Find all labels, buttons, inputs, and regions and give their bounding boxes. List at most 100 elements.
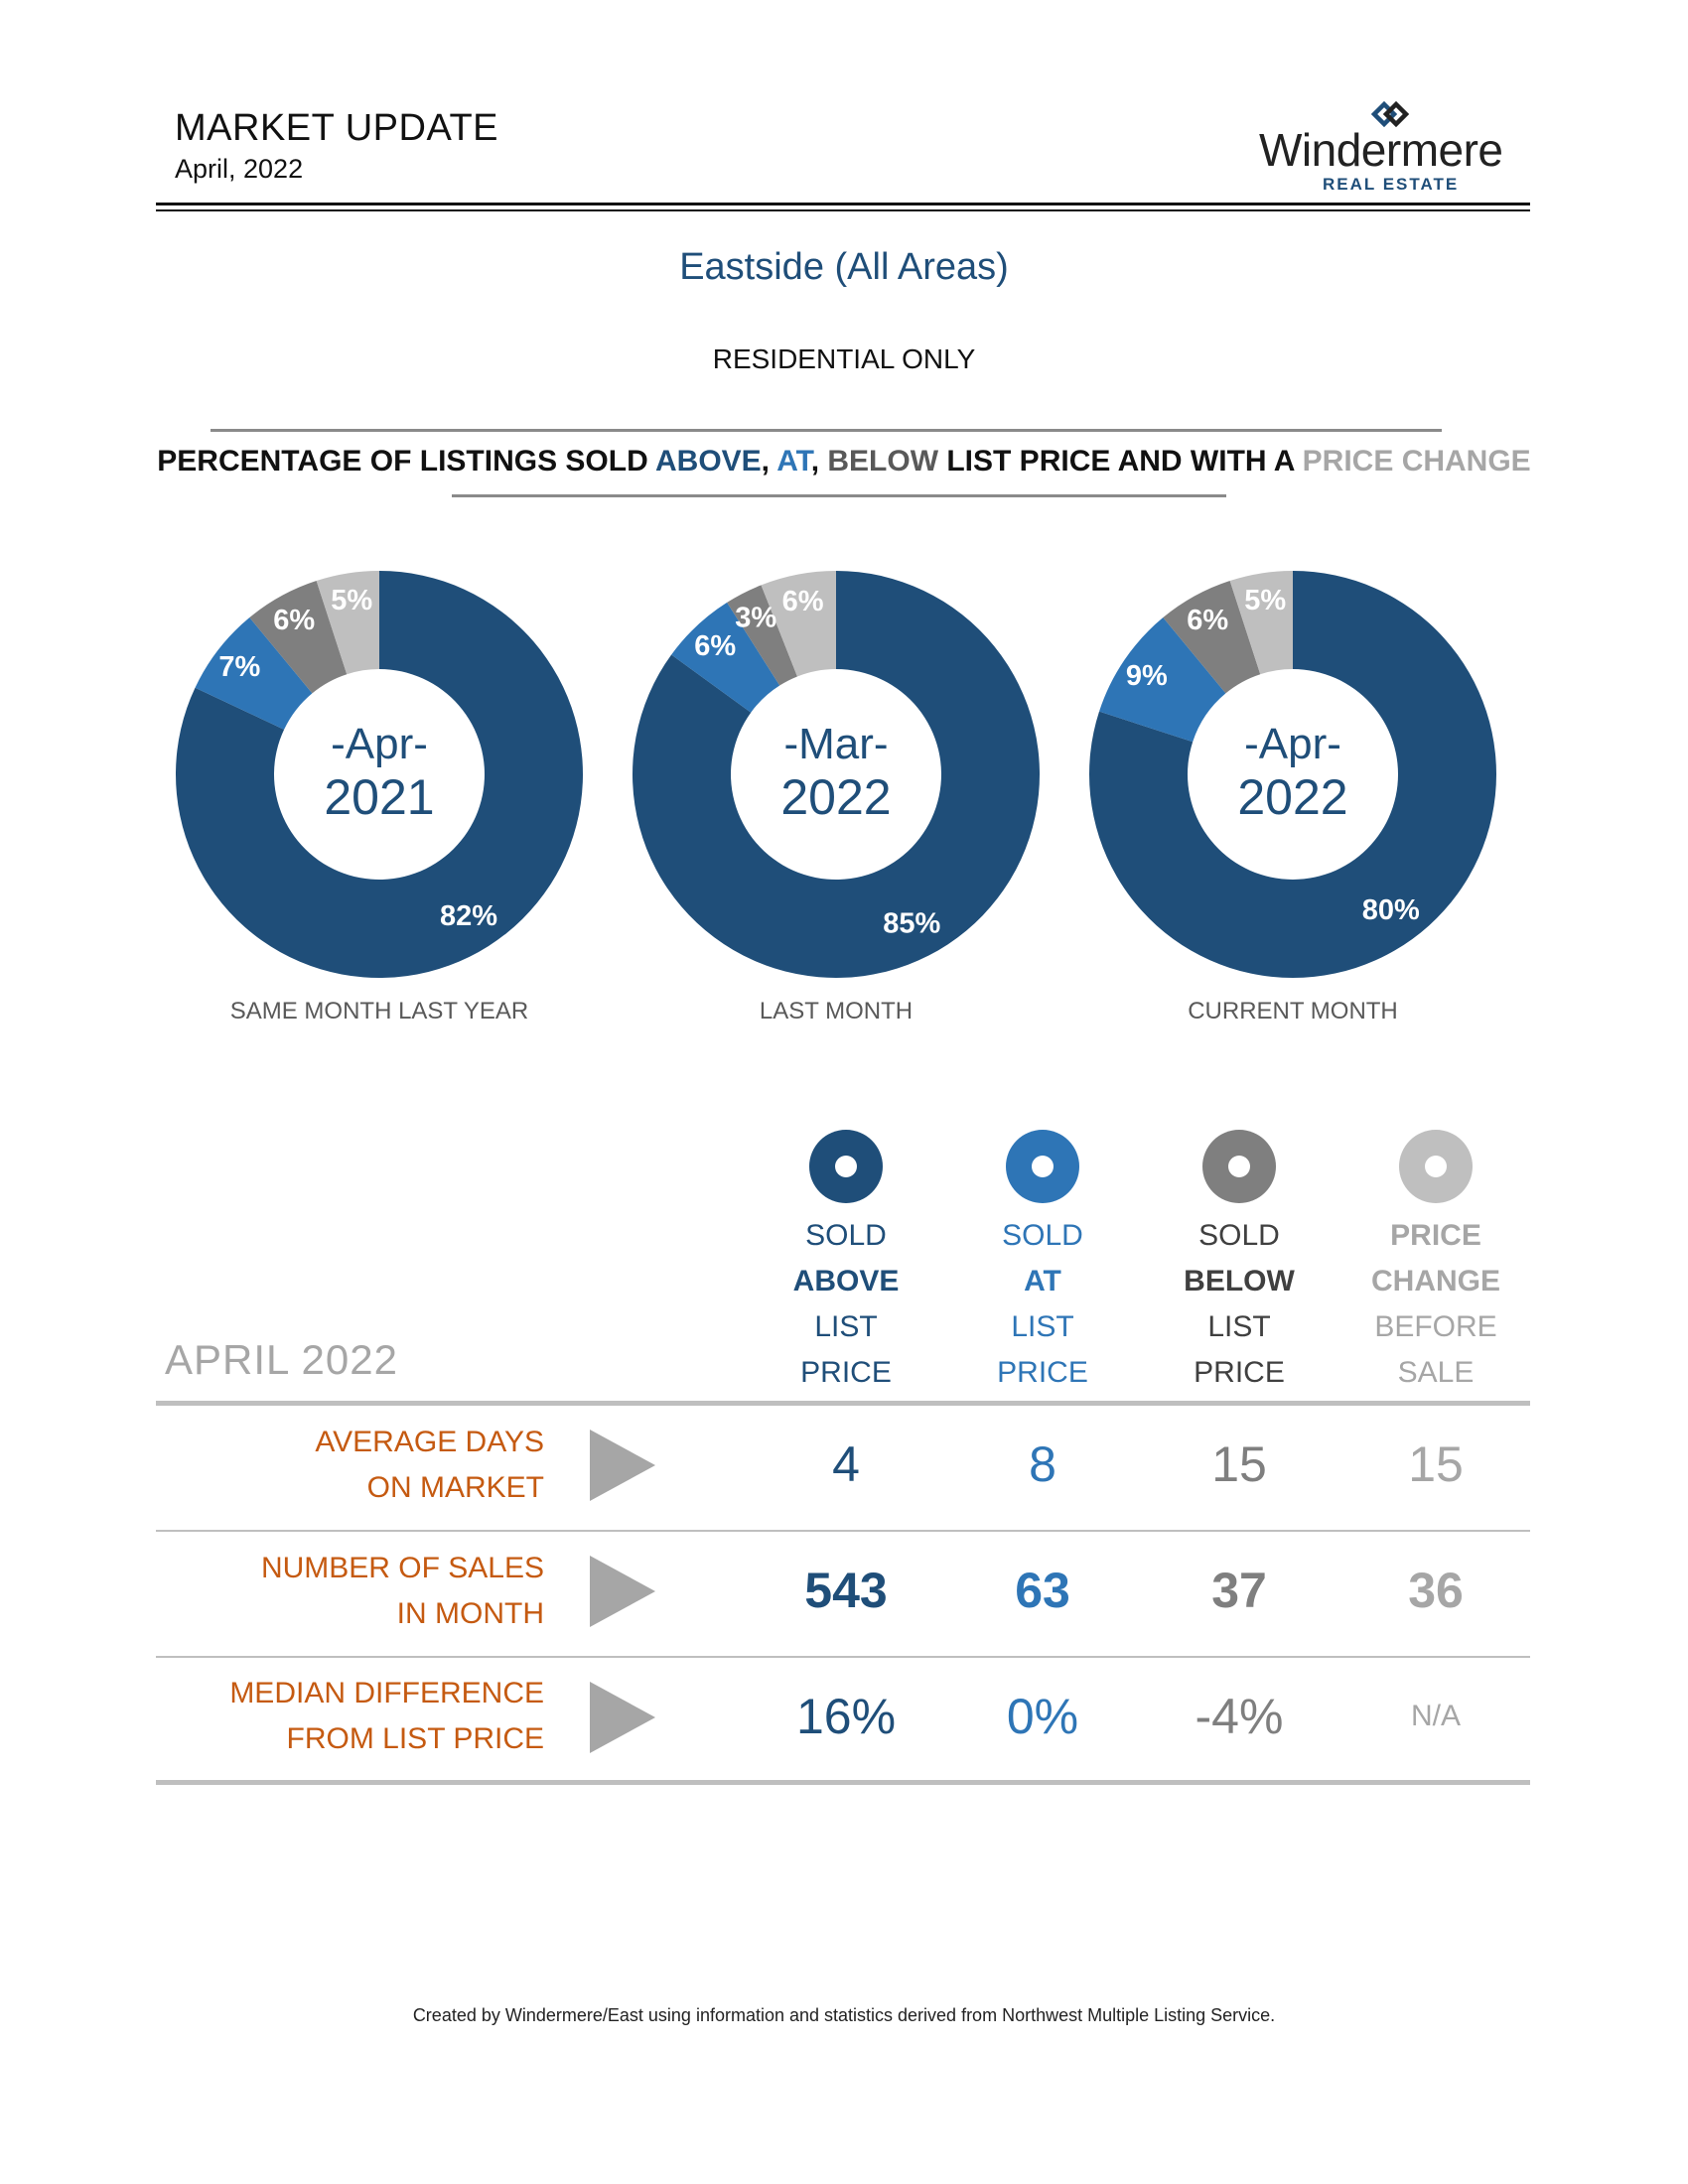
donut-slice-label-below: 6% (273, 605, 315, 636)
subtitle: RESIDENTIAL ONLY (712, 343, 976, 374)
donut-slice-label-at: 6% (694, 630, 736, 662)
row-label-average-days-on-market: AVERAGE DAYS ON MARKET (315, 1420, 544, 1511)
headline-rule-bottom (452, 494, 1226, 497)
donut-caption-current-month: CURRENT MONTH (1188, 998, 1398, 1024)
donut-slice-label-change: 5% (331, 585, 372, 616)
donut-slice-change (316, 571, 379, 675)
donut-slice-at (195, 617, 313, 730)
donut-slice-below (727, 585, 797, 686)
column-header-line: BEFORE (1374, 1310, 1497, 1343)
column-header-sold-below: SOLD BELOW LIST PRICE (1140, 1213, 1338, 1396)
header-rule-thick (156, 203, 1530, 205)
cell-days-change: 15 (1408, 1436, 1464, 1492)
donut-slice-change (1229, 571, 1293, 675)
donut-slice-label-above: 80% (1362, 894, 1420, 926)
donut-slice-at (671, 602, 780, 713)
donut-slice-below (249, 581, 348, 694)
donut-caption-last-month: LAST MONTH (759, 998, 914, 1024)
headline-part1: PERCENTAGE OF LISTINGS SOLD (157, 445, 655, 478)
column-header-line: AT (1024, 1265, 1061, 1297)
cell-median-above: 16% (795, 1689, 897, 1744)
donut-chart-current-month: 80% 9% 6% 5% -Apr-2022 (1089, 571, 1496, 978)
logo-wordmark: Windermere (1259, 124, 1503, 176)
table-rule-bottom (156, 1780, 1530, 1785)
column-header-sold-at: SOLD AT LIST PRICE (943, 1213, 1142, 1396)
logo-subtitle: REAL ESTATE (1323, 175, 1460, 194)
donut-center-year: 2022 (780, 769, 891, 825)
column-header-line: BELOW (1184, 1265, 1295, 1297)
row-label-line: ON MARKET (366, 1471, 544, 1504)
headline-comma2: , (810, 445, 828, 478)
windermere-logo-icon (1370, 100, 1410, 128)
cell-median-at: 0% (1006, 1689, 1079, 1744)
cell-median-change: N/A (1410, 1700, 1461, 1732)
cell-days-above: 4 (832, 1436, 860, 1492)
column-header-line: PRICE (1390, 1219, 1481, 1252)
headline-change: PRICE CHANGE (1302, 445, 1531, 478)
donut-slice-label-above: 82% (440, 900, 497, 932)
chart-headline: PERCENTAGE OF LISTINGS SOLD ABOVE, AT, B… (0, 445, 1688, 478)
column-header-line: LIST (1011, 1310, 1074, 1343)
footer-credit: Created by Windermere/East using informa… (412, 2005, 1276, 2025)
donut-slice-at (1099, 617, 1226, 743)
sold-at-ring-icon (1006, 1130, 1079, 1203)
column-header-line: PRICE (1194, 1356, 1285, 1389)
column-header-price-change: PRICE CHANGE BEFORE SALE (1336, 1213, 1535, 1396)
header-rule-thin (156, 209, 1530, 211)
donut-slice-above (175, 571, 583, 978)
column-header-line: CHANGE (1370, 1265, 1500, 1297)
column-header-line: PRICE (800, 1356, 892, 1389)
donut-center-month: -Mar- (783, 720, 888, 768)
donut-slice-label-below: 3% (735, 602, 776, 633)
sold-below-ring-icon (1202, 1130, 1276, 1203)
table-rule-top (156, 1401, 1530, 1406)
donut-center-month: -Apr- (331, 720, 428, 768)
price-change-ring-icon (1399, 1130, 1473, 1203)
donut-chart-last-month: 85% 6%3%6% -Mar-2022 (633, 571, 1040, 978)
row-label-number-of-sales: NUMBER OF SALES IN MONTH (261, 1546, 544, 1637)
column-header-line: SOLD (1002, 1219, 1083, 1252)
column-header-line: LIST (814, 1310, 878, 1343)
table-rule (156, 1656, 1530, 1658)
donut-center-year: 2021 (324, 769, 434, 825)
report-title: MARKET UPDATE (175, 107, 499, 149)
row-label-median-difference: MEDIAN DIFFERENCE FROM LIST PRICE (229, 1671, 544, 1762)
cell-sales-change: 36 (1408, 1563, 1464, 1618)
column-header-line: PRICE (997, 1356, 1088, 1389)
donut-center-month: -Apr- (1244, 720, 1341, 768)
headline-comma1: , (761, 445, 777, 478)
headline-at: AT (776, 445, 811, 478)
donut-slice-label-above: 85% (883, 908, 940, 940)
column-header-line: SALE (1397, 1356, 1475, 1389)
row-label-line: AVERAGE DAYS (315, 1426, 544, 1458)
donut-slice-label-change: 6% (782, 586, 824, 617)
column-header-sold-above: SOLD ABOVE LIST PRICE (747, 1213, 945, 1396)
play-arrow-icon (590, 1556, 655, 1627)
headline-rule-top (211, 429, 1442, 432)
cell-sales-below: 37 (1211, 1563, 1267, 1618)
cell-days-below: 15 (1211, 1436, 1267, 1492)
donut-center-year: 2022 (1237, 769, 1347, 825)
column-header-line: LIST (1207, 1310, 1271, 1343)
row-label-line: FROM LIST PRICE (286, 1722, 544, 1755)
play-arrow-icon (590, 1682, 655, 1753)
donut-slice-label-at: 9% (1126, 660, 1168, 692)
donut-slice-below (1163, 581, 1261, 694)
donut-slice-label-at: 7% (218, 651, 260, 683)
column-header-line: SOLD (805, 1219, 887, 1252)
column-header-line: ABOVE (792, 1265, 900, 1297)
donut-slice-label-change: 5% (1244, 585, 1286, 616)
donut-slice-change (761, 571, 836, 677)
cell-days-at: 8 (1029, 1436, 1056, 1492)
row-label-line: IN MONTH (396, 1597, 544, 1630)
donut-chart-same-month-last-year: 82% 7% 6% 5% -Apr-2021 (175, 571, 583, 978)
headline-above: ABOVE (654, 445, 762, 478)
headline-below: BELOW (827, 445, 939, 478)
cell-sales-above: 543 (804, 1563, 888, 1618)
cell-sales-at: 63 (1015, 1563, 1070, 1618)
sold-above-ring-icon (809, 1130, 883, 1203)
play-arrow-icon (590, 1430, 655, 1501)
cell-median-below: -4% (1195, 1689, 1284, 1744)
donut-caption-same-month-last-year: SAME MONTH LAST YEAR (229, 998, 529, 1024)
column-header-line: SOLD (1198, 1219, 1280, 1252)
